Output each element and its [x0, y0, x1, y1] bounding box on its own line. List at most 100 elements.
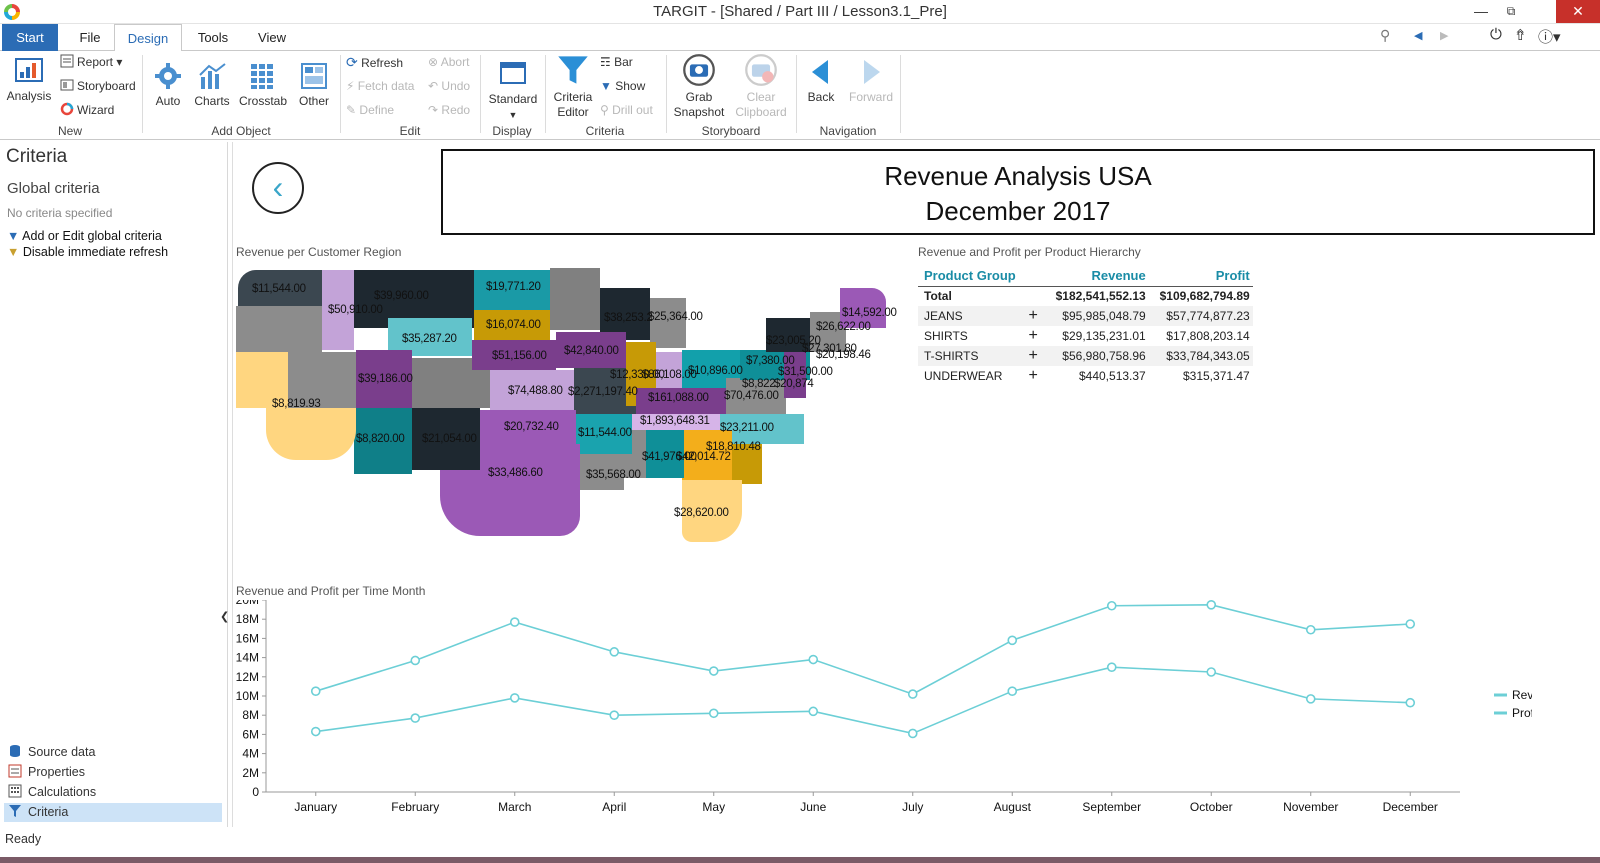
series-line-revenue[interactable] — [315, 603, 1411, 695]
region-wisconsin[interactable] — [600, 288, 650, 340]
data-point-revenue[interactable] — [1206, 600, 1217, 610]
nav-criteria[interactable]: Criteria — [4, 803, 222, 822]
data-point-revenue[interactable] — [609, 647, 620, 657]
region-arkansas[interactable] — [576, 414, 632, 454]
region-new-jersey[interactable] — [784, 352, 806, 398]
nav-back-small-icon[interactable]: ◀ — [1414, 30, 1423, 42]
add-link-text[interactable]: Add — [22, 229, 45, 243]
storyboard-button[interactable]: Storyboard — [60, 78, 136, 94]
criteria-editor-button[interactable]: Criteria Editor — [550, 53, 596, 120]
region-oklahoma[interactable] — [480, 410, 576, 444]
grab-snapshot-button[interactable]: Grab Snapshot — [672, 53, 726, 120]
standard-display-button[interactable]: Standard ▼ — [486, 59, 540, 123]
help-icon[interactable]: ⓘ▾ — [1538, 29, 1561, 46]
data-point-revenue[interactable] — [808, 654, 819, 665]
region-florida[interactable] — [682, 480, 742, 542]
region-tennessee[interactable] — [632, 414, 736, 430]
upload-icon[interactable]: ⇮ — [1514, 27, 1527, 44]
undo-button[interactable]: ↶ Undo — [428, 79, 471, 93]
nav-forward-small-icon[interactable]: ▶ — [1440, 30, 1449, 42]
data-point-profit[interactable] — [708, 708, 719, 719]
data-point-profit[interactable] — [808, 706, 819, 717]
region-idaho[interactable] — [322, 270, 354, 350]
tab-design[interactable]: Design — [114, 24, 182, 52]
data-point-profit[interactable] — [310, 726, 321, 737]
expand-plus-icon[interactable]: + — [1018, 306, 1045, 326]
tab-tools[interactable]: Tools — [197, 30, 229, 45]
nav-properties[interactable]: Properties — [4, 763, 222, 782]
add-edit-global-criteria-link[interactable]: ▼ Add or Edit global criteria — [7, 229, 162, 243]
table-row[interactable]: T-SHIRTS + $56,980,758.96 $33,784,343.05 — [918, 346, 1253, 366]
data-point-revenue[interactable] — [410, 655, 421, 666]
data-point-profit[interactable] — [1007, 686, 1018, 696]
minimize-button[interactable]: — — [1474, 3, 1488, 19]
region-arizona[interactable] — [354, 408, 412, 474]
redo-button[interactable]: ↷ Redo — [428, 103, 471, 117]
revenue-profit-line-chart[interactable]: 0 2M 4M 6M 8M 10M 12M 14M 16M 18M 20M January Februa… — [232, 600, 1532, 825]
expand-plus-icon[interactable]: + — [1028, 367, 1038, 384]
data-point-revenue[interactable] — [310, 686, 321, 696]
auto-button[interactable]: Auto — [148, 61, 188, 109]
region-washington[interactable] — [238, 270, 322, 308]
data-point-revenue[interactable] — [708, 666, 719, 676]
col-revenue[interactable]: Revenue — [1044, 266, 1149, 287]
disable-immediate-refresh-link[interactable]: ▼ Disable immediate refresh — [7, 245, 168, 259]
back-button[interactable]: Back — [802, 57, 840, 105]
region-iowa[interactable] — [556, 332, 626, 368]
fetch-data-button[interactable]: ⚡ Fetch data — [346, 79, 415, 93]
col-profit[interactable]: Profit — [1148, 266, 1253, 287]
region-oregon[interactable] — [236, 306, 322, 352]
region-michigan[interactable] — [650, 298, 686, 348]
criteria-bar-button[interactable]: ☶ Bar — [600, 55, 633, 69]
data-point-profit[interactable] — [1305, 694, 1316, 704]
forward-button[interactable]: Forward — [844, 57, 898, 105]
analysis-button[interactable]: Analysis — [6, 56, 52, 104]
crosstab-button[interactable]: Crosstab — [238, 61, 288, 109]
data-point-revenue[interactable] — [1305, 624, 1316, 635]
wizard-button[interactable]: Wizard — [60, 102, 114, 118]
tab-start[interactable]: Start — [2, 24, 58, 51]
report-button[interactable]: Report ▾ — [60, 54, 122, 70]
region-california-north[interactable] — [236, 352, 288, 408]
data-point-profit[interactable] — [509, 693, 520, 703]
region-maine[interactable] — [840, 288, 886, 328]
region-minnesota[interactable] — [550, 268, 600, 330]
usa-revenue-map[interactable]: $11,544.00 $39,960.00 $19,771.20 $50,910… — [236, 268, 916, 558]
data-point-profit[interactable] — [410, 713, 421, 723]
clear-clipboard-button[interactable]: Clear Clipboard — [732, 53, 790, 120]
region-north-carolina[interactable] — [720, 414, 804, 444]
charts-button[interactable]: Charts — [192, 61, 232, 109]
table-row[interactable]: SHIRTS + $29,135,231.01 $17,808,203.14 — [918, 326, 1253, 346]
tab-file[interactable]: File — [79, 30, 101, 45]
expand-plus-icon[interactable]: + — [1018, 346, 1045, 366]
expand-plus-icon[interactable]: + — [1028, 327, 1038, 344]
power-icon[interactable]: ⏻ — [1490, 26, 1502, 43]
data-point-profit[interactable] — [609, 710, 620, 720]
table-row[interactable]: UNDERWEAR + $440,513.37 $315,371.47 — [918, 366, 1253, 386]
region-utah[interactable] — [356, 350, 412, 408]
data-point-revenue[interactable] — [907, 689, 918, 699]
data-point-profit[interactable] — [1106, 662, 1117, 672]
close-button[interactable]: ✕ — [1556, 0, 1600, 23]
tab-view[interactable]: View — [258, 30, 286, 45]
report-back-button[interactable]: ‹ — [252, 162, 304, 214]
data-point-revenue[interactable] — [1007, 635, 1018, 646]
data-point-profit[interactable] — [907, 728, 918, 739]
collapse-panel-handle[interactable]: ❮ — [220, 611, 230, 623]
region-nebraska[interactable] — [472, 340, 556, 370]
refresh-button[interactable]: ⟳ Refresh — [346, 54, 404, 70]
region-wyoming[interactable] — [388, 318, 472, 356]
nav-calculations[interactable]: Calculations — [4, 783, 222, 802]
data-point-profit[interactable] — [1206, 667, 1217, 677]
search-icon[interactable]: ⚲ — [1380, 27, 1391, 43]
region-kansas[interactable] — [490, 370, 574, 410]
region-new-mexico[interactable] — [412, 408, 480, 470]
series-line-profit[interactable] — [315, 666, 1411, 735]
abort-button[interactable]: ⊗ Abort — [428, 55, 470, 69]
criteria-show-button[interactable]: ▼ Show — [600, 79, 646, 93]
data-point-revenue[interactable] — [1106, 600, 1117, 611]
col-product-group[interactable]: Product Group — [918, 266, 1019, 287]
edit-link-text[interactable]: Edit — [62, 229, 85, 243]
region-alabama[interactable] — [646, 430, 684, 478]
drill-out-button[interactable]: ⚲ Drill out — [600, 103, 653, 117]
